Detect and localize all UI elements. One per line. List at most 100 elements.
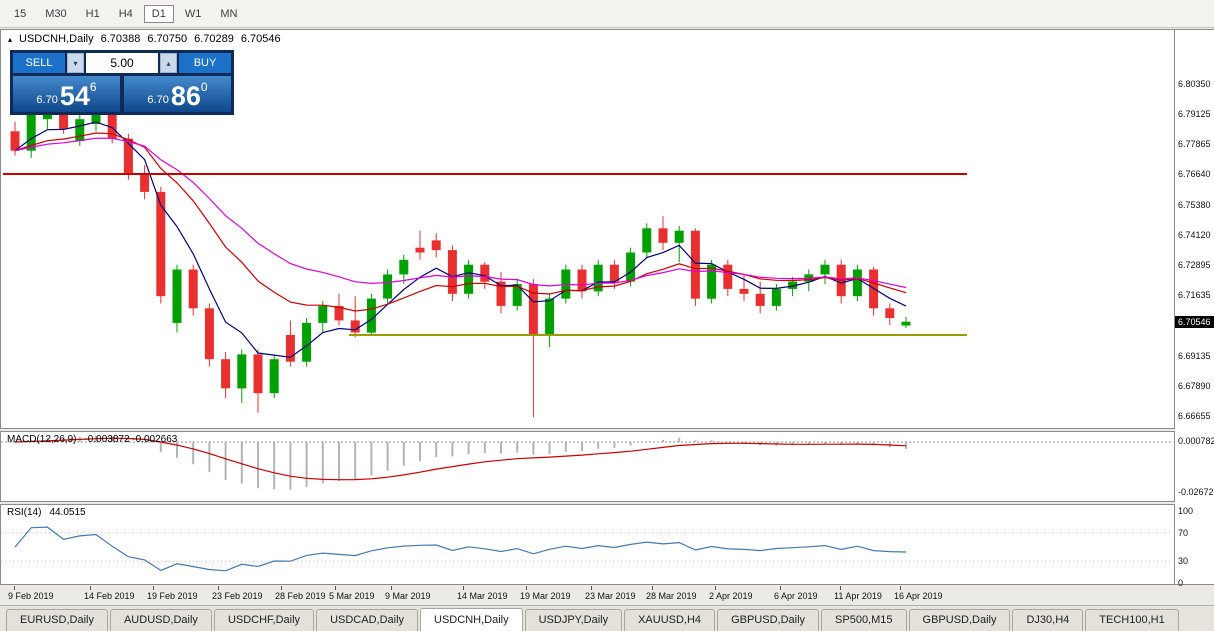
candle-body	[75, 119, 85, 141]
macd-histogram-bar	[240, 442, 243, 484]
macd-histogram-bar	[743, 442, 745, 444]
volume-decrease-icon[interactable]: ▾	[67, 53, 84, 73]
sell-button[interactable]: SELL	[13, 53, 65, 73]
candle-body	[285, 335, 295, 362]
chart-tab-sp500-m15[interactable]: SP500,M15	[821, 609, 907, 631]
timeframe-button-m30[interactable]: M30	[45, 7, 67, 20]
rsi-label: RSI(14) 44.0515	[7, 507, 86, 518]
candle-body	[237, 354, 247, 389]
moving-average-line	[14, 137, 907, 289]
candle-body	[755, 293, 765, 306]
candle-body	[447, 250, 457, 294]
macd-svg	[1, 435, 1172, 490]
chart-tab-usdjpy-daily[interactable]: USDJPY,Daily	[524, 609, 623, 631]
timeframe-button-h4[interactable]: H4	[118, 7, 133, 20]
time-axis-label: 28 Feb 2019	[275, 591, 326, 601]
macd-histogram-bar	[419, 442, 421, 462]
macd-histogram-bar	[678, 437, 681, 442]
time-axis-tick	[526, 586, 527, 590]
chart-tab-usdcad-daily[interactable]: USDCAD,Daily	[316, 609, 419, 631]
time-axis-label: 9 Feb 2019	[8, 591, 54, 601]
ask-pip-digit: 0	[200, 80, 208, 94]
price-scale[interactable]: 6.70546 6.80350 6.79125 6.77865 6.76640 6.75…	[1175, 29, 1214, 588]
macd-histogram-bar	[354, 442, 357, 480]
macd-histogram-bar	[192, 442, 195, 465]
timeframe-button-mn[interactable]: MN	[220, 7, 238, 20]
ohlc-close: 6.70546	[240, 33, 281, 45]
chart-tab-gbpusd-daily[interactable]: GBPUSD,Daily	[908, 609, 1011, 631]
moving-average-line	[14, 132, 907, 312]
price-scale-label: 6.72895	[1178, 260, 1211, 270]
macd-histogram-bar	[370, 442, 373, 476]
time-axis-label: 11 Apr 2019	[834, 591, 882, 601]
rsi-indicator-pane[interactable]: RSI(14) 44.0515	[0, 504, 1175, 585]
volume-input[interactable]: 5.00	[86, 53, 158, 73]
rsi-scale-label: 100	[1178, 506, 1194, 516]
timeframe-button-15[interactable]: 15	[14, 7, 27, 20]
price-scale-label: 6.71635	[1178, 290, 1211, 300]
macd-histogram-bar	[694, 440, 697, 442]
candle-body	[334, 305, 344, 321]
macd-histogram-bar	[516, 442, 519, 453]
candle-body	[658, 228, 668, 243]
candle-body	[204, 308, 214, 360]
time-axis[interactable]: 9 Feb 2019 14 Feb 2019 19 Feb 2019 23 Feb 2…	[0, 586, 1214, 605]
chart-tab-xauusd-h4[interactable]: XAUUSD,H4	[624, 609, 716, 631]
price-scale-label: 6.80350	[1178, 79, 1211, 89]
chart-region: ▴ USDCNH,Daily 6.70388 6.70750 6.70289 6…	[0, 29, 1214, 605]
chart-tab-gbpusd-daily[interactable]: GBPUSD,Daily	[717, 609, 820, 631]
candle-body	[318, 305, 328, 323]
candle-body	[399, 259, 409, 275]
buy-button[interactable]: BUY	[179, 53, 231, 73]
candle-body	[10, 131, 20, 151]
buy-price-button[interactable]: 6.70 86 0	[124, 76, 231, 112]
macd-histogram-bar	[710, 440, 713, 442]
current-price-tag: 6.70546	[1175, 316, 1214, 328]
macd-histogram-bar	[726, 441, 729, 443]
rsi-value: 44.0515	[49, 507, 86, 518]
candle-body	[707, 264, 717, 299]
time-axis-label: 23 Feb 2019	[212, 591, 263, 601]
timeframe-button-w1[interactable]: W1	[184, 7, 202, 20]
timeframe-button-d1[interactable]: D1	[143, 4, 174, 23]
macd-histogram-bar	[127, 439, 130, 442]
price-scale-label: 6.79125	[1178, 109, 1211, 119]
chart-tab-usdchf-daily[interactable]: USDCHF,Daily	[213, 609, 315, 631]
macd-histogram-bar	[856, 442, 859, 444]
chart-tab-dj30-h4[interactable]: DJ30,H4	[1012, 609, 1084, 631]
macd-histogram-bar	[840, 442, 843, 445]
chart-tab-eurusd-daily[interactable]: EURUSD,Daily	[6, 609, 108, 631]
ask-prefix: 6.70	[147, 94, 169, 106]
bid-prefix: 6.70	[36, 94, 58, 106]
macd-scale-max: 0.000782	[1178, 436, 1214, 446]
candle-body	[512, 284, 522, 306]
chart-tab-audusd-daily[interactable]: AUDUSD,Daily	[109, 609, 212, 631]
macd-histogram-bar	[435, 442, 438, 457]
sell-price-button[interactable]: 6.70 54 6	[13, 76, 120, 112]
macd-histogram-bar	[613, 442, 616, 448]
candle-body	[221, 359, 231, 389]
price-chart-svg	[3, 107, 967, 418]
candle-body	[253, 354, 263, 394]
macd-histogram-bar	[402, 442, 405, 466]
volume-increase-icon[interactable]: ▴	[160, 53, 177, 73]
candle-body	[269, 359, 279, 394]
time-axis-tick	[281, 586, 282, 590]
candle-body	[302, 322, 312, 362]
time-axis-tick	[335, 586, 336, 590]
macd-indicator-pane[interactable]: MACD(12,26,9) -0.003872 -0.002663	[0, 431, 1175, 502]
candle-body	[107, 114, 117, 139]
timeframe-toolbar: 15 M30 H1 H4 D1 W1 MN	[0, 0, 1214, 28]
macd-values: -0.003872 -0.002663	[84, 434, 178, 445]
time-axis-label: 16 Apr 2019	[894, 591, 943, 601]
timeframe-button-h1[interactable]: H1	[85, 7, 100, 20]
price-scale-label: 6.76640	[1178, 169, 1211, 179]
candle-body	[577, 269, 587, 292]
macd-histogram-bar	[273, 442, 276, 490]
time-axis-tick	[218, 586, 219, 590]
chart-symbol-label: USDCNH,Daily	[19, 33, 94, 45]
chart-tab-usdcnh-daily[interactable]: USDCNH,Daily	[420, 608, 523, 631]
chart-tab-tech100-h1[interactable]: TECH100,H1	[1085, 609, 1179, 631]
